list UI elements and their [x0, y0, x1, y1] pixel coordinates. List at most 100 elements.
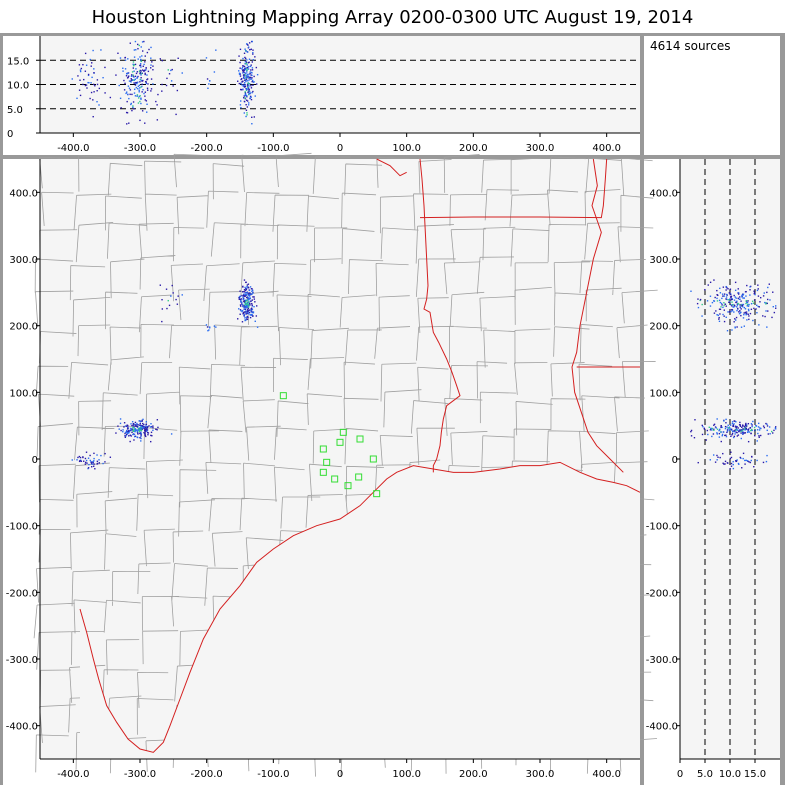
lightning-source-alt-y — [727, 299, 730, 301]
lightning-source-alt-x — [124, 59, 127, 61]
lightning-source-alt-y — [772, 291, 774, 293]
lightning-source-alt-x — [247, 88, 250, 90]
lightning-source-alt-x — [130, 103, 132, 106]
lightning-source — [128, 435, 130, 437]
lightning-source-alt-x — [130, 81, 132, 83]
lightning-source — [98, 462, 101, 464]
lightning-source-alt-x — [122, 67, 124, 69]
lightning-source-alt-x — [243, 97, 245, 99]
lightning-source-alt-x — [250, 96, 252, 98]
lightning-source-alt-y — [752, 302, 755, 304]
lightning-source-alt-x — [244, 82, 246, 84]
lightning-source — [243, 313, 246, 316]
lightning-source-alt-x — [248, 102, 250, 104]
lightning-source — [237, 318, 239, 320]
lightning-source-alt-x — [136, 94, 139, 96]
lightning-source-alt-x — [140, 79, 142, 81]
lightning-source — [247, 299, 250, 301]
lightning-source — [129, 440, 131, 443]
alt-vs-x-x-tick-label: -100.0 — [257, 143, 289, 154]
lightning-source-alt-x — [250, 78, 252, 80]
lightning-source-alt-y — [729, 296, 732, 298]
lightning-source-alt-x — [93, 91, 95, 93]
lightning-source-alt-x — [206, 78, 209, 80]
alt-vs-y-x-tick-label: 0 — [677, 769, 683, 780]
lightning-source — [115, 432, 117, 434]
lightning-source-alt-y — [748, 315, 750, 317]
alt-vs-x-y-tick-label: 10.0 — [7, 81, 29, 92]
lightning-source — [241, 310, 243, 313]
alt-vs-x-y-tick-label: 0 — [7, 129, 13, 140]
lightning-source — [131, 428, 133, 430]
lightning-source-alt-x — [132, 75, 134, 77]
lightning-source-alt-y — [745, 299, 748, 302]
lightning-source — [208, 326, 211, 328]
lightning-source-alt-x — [127, 72, 130, 74]
lightning-source — [144, 427, 146, 430]
lightning-source-alt-y — [740, 308, 742, 310]
lightning-source-alt-y — [744, 463, 746, 465]
lightning-source-alt-y — [697, 306, 700, 309]
lightning-source-alt-x — [246, 66, 249, 69]
lightning-source-alt-y — [713, 428, 715, 430]
lightning-source-alt-x — [130, 75, 133, 78]
lightning-source-alt-y — [729, 468, 731, 470]
lightning-source — [132, 433, 134, 436]
lightning-source-alt-x — [151, 61, 153, 63]
lightning-source-alt-y — [735, 431, 738, 434]
lightning-source-alt-x — [134, 78, 137, 80]
lightning-source-alt-x — [244, 94, 246, 96]
lightning-source-alt-x — [249, 72, 251, 75]
lightning-source — [243, 308, 246, 310]
lightning-source-alt-y — [768, 426, 771, 428]
lightning-source-alt-y — [736, 431, 738, 434]
lightning-source — [242, 286, 244, 288]
lightning-source — [124, 425, 127, 427]
lightning-source-alt-x — [89, 58, 92, 61]
lightning-source-alt-y — [749, 294, 751, 296]
lightning-source — [132, 426, 134, 428]
lightning-source — [102, 462, 104, 465]
lightning-source-alt-x — [176, 89, 179, 92]
lightning-source-alt-y — [734, 318, 736, 320]
lightning-source — [140, 424, 142, 427]
lightning-source-alt-y — [748, 309, 750, 312]
lightning-source-alt-x — [250, 85, 252, 87]
lightning-source — [122, 429, 124, 431]
gulf-of-mexico — [80, 462, 640, 759]
lightning-source — [139, 424, 141, 426]
lightning-source-alt-y — [707, 433, 709, 436]
lightning-source-alt-y — [724, 463, 726, 465]
lightning-source — [119, 422, 122, 425]
lightning-source — [241, 321, 244, 323]
lightning-source-alt-x — [132, 61, 135, 63]
lightning-source-alt-y — [750, 303, 753, 305]
lightning-source-alt-x — [150, 64, 152, 66]
lightning-source-alt-x — [126, 123, 128, 125]
lightning-source-alt-x — [80, 67, 83, 70]
lightning-source — [84, 457, 87, 460]
lightning-source-alt-y — [739, 456, 741, 459]
lightning-source — [251, 289, 254, 292]
lightning-source-alt-x — [240, 89, 243, 91]
lightning-source-alt-x — [247, 68, 250, 70]
lightning-source-alt-y — [731, 434, 733, 436]
lightning-source — [249, 286, 252, 288]
lightning-source-alt-y — [733, 304, 736, 306]
lightning-source-alt-y — [717, 314, 720, 317]
lightning-source-alt-y — [719, 428, 721, 431]
lightning-source-alt-x — [246, 68, 248, 70]
lightning-source-alt-x — [84, 70, 87, 72]
lightning-source-alt-y — [714, 296, 716, 299]
lightning-source — [140, 431, 142, 433]
lightning-source-alt-y — [773, 311, 776, 314]
lma-station — [356, 435, 364, 443]
lightning-source-alt-x — [245, 115, 247, 118]
lightning-source — [243, 290, 245, 293]
lightning-source-alt-y — [739, 421, 741, 424]
lightning-source-alt-y — [774, 427, 777, 429]
panel-border-left — [0, 33, 3, 785]
lightning-source-alt-x — [240, 106, 242, 109]
lightning-source — [152, 429, 154, 432]
lightning-source-alt-y — [745, 427, 747, 430]
